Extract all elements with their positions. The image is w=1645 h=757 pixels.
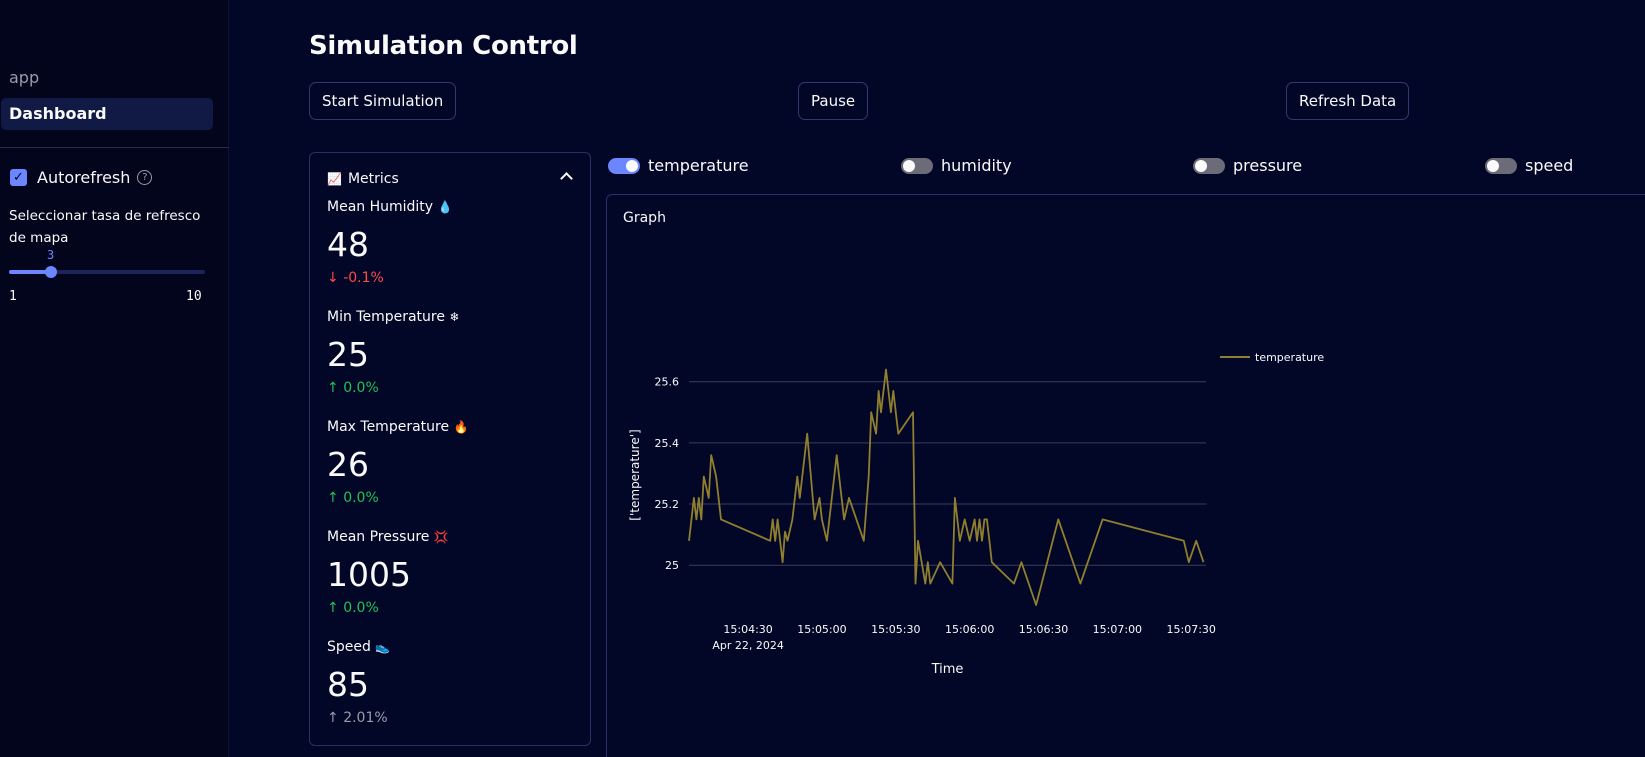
toggle-speed[interactable]: speed	[1485, 156, 1573, 175]
arrow-up-icon: ↑	[327, 380, 339, 396]
toggle-humidity[interactable]: humidity	[901, 156, 1012, 175]
droplet-icon: 💧	[437, 200, 453, 214]
sidebar-item-app[interactable]: app	[9, 68, 40, 87]
x-tick-label: 15:06:30	[1019, 623, 1068, 636]
metric-mean-humidity: Mean Humidity 💧 48 ↓ -0.1%	[327, 199, 577, 286]
chart-increasing-icon: 📈	[327, 172, 342, 186]
question-circle-icon[interactable]: ?	[137, 170, 153, 185]
metric-value: 26	[327, 445, 369, 484]
refresh-rate-slider-handle[interactable]	[45, 266, 57, 278]
toggle-switch[interactable]	[608, 157, 640, 174]
sidebar: app Dashboard ✓ Autorefresh ? Selecciona…	[0, 0, 229, 757]
toggle-pressure[interactable]: pressure	[1193, 156, 1302, 175]
start-simulation-button[interactable]: Start Simulation	[309, 82, 457, 120]
y-tick-label: 25.2	[655, 498, 680, 511]
metric-delta: ↑ 0.0%	[327, 380, 379, 396]
graph-container: Graph 25 25.2 25.4 25.6 15:04:30 Apr 22, 2024…	[606, 194, 1645, 757]
metric-value: 25	[327, 335, 369, 374]
y-tick-label: 25.6	[655, 376, 680, 389]
metrics-expander-header[interactable]: 📈 Metrics	[327, 169, 577, 189]
refresh-rate-slider-fill	[9, 270, 52, 274]
arrow-up-icon: ↑	[327, 490, 339, 506]
x-tick-label: 15:05:30	[871, 623, 920, 636]
arrow-down-icon: ↓	[327, 270, 339, 286]
metric-label: Mean Pressure 💢	[327, 529, 449, 545]
metric-label: Speed 👟	[327, 639, 391, 655]
metric-max-temperature: Max Temperature 🔥 26 ↑ 0.0%	[327, 419, 577, 506]
refresh-rate-slider-min: 1	[9, 289, 17, 304]
autorefresh-checkbox[interactable]: ✓	[10, 169, 27, 186]
pause-button[interactable]: Pause	[798, 82, 869, 120]
metric-delta: ↑ 0.0%	[327, 490, 379, 506]
refresh-data-button[interactable]: Refresh Data	[1286, 82, 1410, 120]
toggle-switch[interactable]	[1485, 157, 1517, 174]
refresh-rate-slider-value: 3	[47, 248, 55, 262]
toggle-temperature[interactable]: temperature	[608, 156, 749, 175]
sidebar-divider	[0, 147, 229, 148]
legend-label-temperature: temperature	[1255, 351, 1324, 364]
autorefresh-label: Autorefresh	[37, 168, 131, 187]
arrow-up-icon: ↑	[327, 710, 339, 726]
y-axis-title: ['temperature']	[628, 429, 642, 520]
toggle-label: temperature	[648, 156, 749, 175]
metric-value: 48	[327, 225, 369, 264]
refresh-rate-slider-max: 10	[186, 289, 202, 304]
metric-delta: ↑ 2.01%	[327, 710, 388, 726]
y-tick-label: 25.4	[655, 437, 680, 450]
metric-label: Min Temperature ❄	[327, 309, 460, 325]
x-tick-sublabel: Apr 22, 2024	[712, 639, 784, 652]
x-tick-label: 15:04:30	[723, 623, 772, 636]
x-tick-label: 15:07:00	[1093, 623, 1142, 636]
toggle-label: pressure	[1233, 156, 1303, 175]
metric-value: 85	[327, 665, 369, 704]
fire-icon: 🔥	[453, 420, 469, 434]
metric-value: 1005	[327, 555, 411, 594]
refresh-rate-slider-label: Seleccionar tasa de refresco de mapa	[9, 208, 201, 246]
toggle-switch[interactable]	[901, 157, 933, 174]
metric-min-temperature: Min Temperature ❄ 25 ↑ 0.0%	[327, 309, 577, 396]
snowflake-icon: ❄	[449, 310, 460, 324]
anger-icon: 💢	[433, 530, 449, 544]
chevron-up-icon[interactable]	[560, 172, 573, 185]
toggle-label: humidity	[941, 156, 1012, 175]
metric-delta: ↑ 0.0%	[327, 600, 379, 616]
graph-title: Graph	[623, 210, 666, 226]
x-tick-label: 15:05:00	[797, 623, 846, 636]
metrics-expander: 📈 Metrics Mean Humidity 💧 48 ↓ -0.1% Min…	[309, 152, 591, 746]
series-line-temperature	[688, 368, 1205, 606]
toggle-label: speed	[1525, 156, 1574, 175]
metric-speed: Speed 👟 85 ↑ 2.01%	[327, 639, 577, 726]
page-title: Simulation Control	[309, 31, 578, 61]
shoe-icon: 👟	[375, 640, 391, 654]
x-axis-title: Time	[931, 662, 964, 677]
autorefresh-checkbox-row[interactable]: ✓ Autorefresh ?	[10, 168, 153, 187]
metrics-title: Metrics	[347, 171, 399, 187]
metric-mean-pressure: Mean Pressure 💢 1005 ↑ 0.0%	[327, 529, 577, 616]
metric-delta: ↓ -0.1%	[327, 270, 384, 286]
metric-label: Max Temperature 🔥	[327, 419, 469, 435]
arrow-up-icon: ↑	[327, 600, 339, 616]
x-tick-label: 15:07:30	[1167, 623, 1216, 636]
refresh-rate-slider-track[interactable]	[9, 270, 205, 274]
metric-label: Mean Humidity 💧	[327, 199, 453, 215]
y-tick-label: 25	[665, 559, 679, 572]
sidebar-item-dashboard[interactable]: Dashboard	[1, 98, 213, 130]
x-tick-label: 15:06:00	[945, 623, 994, 636]
toggle-switch[interactable]	[1193, 157, 1225, 174]
temperature-chart[interactable]: 25 25.2 25.4 25.6 15:04:30 Apr 22, 2024 15:05:…	[607, 195, 1645, 757]
